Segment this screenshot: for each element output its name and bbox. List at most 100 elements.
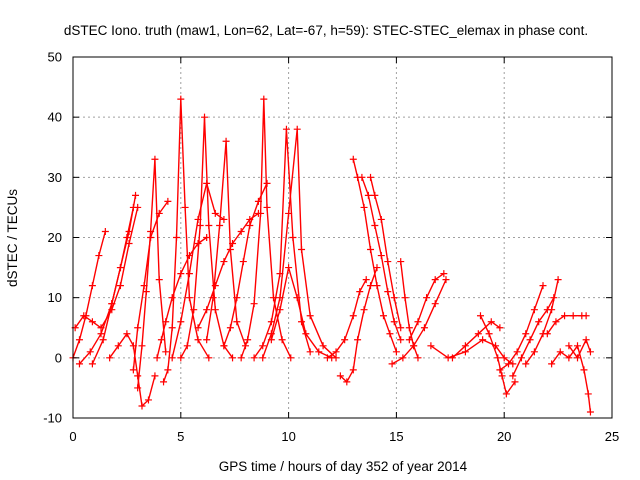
y-tick-label: 30 [48, 170, 62, 185]
data-point [302, 330, 310, 338]
chart-title: dSTEC Iono. truth (maw1, Lon=62, Lat=-67… [64, 23, 588, 38]
data-point [410, 342, 418, 350]
series-5 [106, 330, 159, 410]
series-line [326, 279, 367, 359]
data-point [260, 95, 268, 103]
data-point [168, 324, 176, 332]
series-line [156, 236, 208, 358]
data-point [97, 330, 105, 338]
series-line [262, 128, 337, 359]
data-point [574, 354, 582, 362]
data-point [138, 402, 146, 410]
data-point [399, 354, 407, 362]
data-point [229, 354, 237, 362]
data-point [293, 294, 301, 302]
data-point [548, 306, 556, 314]
series-line [430, 339, 514, 365]
data-point [485, 330, 493, 338]
data-point [388, 360, 396, 368]
data-point [177, 270, 185, 278]
data-point [211, 282, 219, 290]
data-point [75, 360, 83, 368]
y-tick-label: 0 [55, 350, 62, 365]
data-point [371, 221, 379, 229]
data-point [181, 203, 189, 211]
data-point [319, 342, 327, 350]
data-point [367, 246, 375, 254]
data-point [298, 246, 306, 254]
data-point [505, 360, 513, 368]
data-point [362, 276, 370, 284]
data-point [233, 294, 241, 302]
series-3 [75, 191, 140, 368]
series-line [197, 212, 259, 329]
x-tick-label: 25 [605, 429, 619, 444]
data-point [164, 366, 172, 374]
series-17 [259, 125, 340, 362]
data-point [401, 294, 409, 302]
data-point [250, 354, 258, 362]
data-point [289, 234, 297, 241]
data-point [431, 276, 439, 284]
data-point [276, 306, 284, 314]
data-point [517, 354, 525, 362]
data-point [168, 294, 176, 302]
data-point [285, 264, 293, 272]
data-point [341, 336, 349, 344]
data-point [526, 336, 534, 344]
data-point [509, 372, 517, 380]
data-point [211, 209, 219, 217]
data-point [498, 372, 506, 380]
data-point [108, 300, 116, 308]
series-line [72, 231, 106, 359]
data-point [99, 336, 107, 344]
data-point [494, 354, 502, 362]
data-point [332, 348, 340, 356]
data-point [267, 336, 275, 344]
series-4 [88, 203, 137, 368]
data-point [522, 360, 530, 368]
data-point [229, 240, 237, 248]
data-point [129, 203, 137, 211]
data-point [220, 342, 228, 350]
data-point [177, 318, 185, 326]
data-point [397, 336, 405, 344]
data-point [502, 390, 510, 398]
data-point [177, 354, 185, 362]
data-point [496, 366, 504, 374]
data-point [233, 318, 241, 326]
series-20 [336, 264, 381, 386]
data-point [306, 348, 314, 356]
data-point [86, 348, 94, 356]
data-point [88, 360, 96, 368]
data-point [561, 312, 569, 320]
data-point [114, 342, 122, 350]
data-point [162, 348, 170, 356]
data-point [138, 342, 146, 350]
data-point [373, 282, 381, 290]
data-point [556, 348, 564, 356]
data-point [216, 221, 224, 229]
series-line [499, 285, 544, 371]
data-point [336, 372, 344, 380]
data-point [580, 366, 588, 374]
data-point [440, 270, 448, 278]
data-point [360, 203, 368, 211]
y-tick-label: -10 [43, 411, 62, 426]
data-point [487, 318, 495, 326]
data-point [315, 348, 323, 356]
series-26 [405, 270, 448, 344]
x-tick-label: 10 [281, 429, 295, 444]
series-14 [220, 179, 271, 350]
data-point [142, 288, 150, 296]
series-line [512, 297, 555, 377]
series-31 [509, 294, 558, 380]
data-point [211, 306, 219, 314]
data-point [293, 125, 301, 133]
series-1 [69, 227, 109, 362]
data-point [129, 366, 137, 374]
series-line [369, 177, 402, 328]
data-point [461, 348, 469, 356]
data-point [349, 366, 357, 374]
series-line [206, 140, 247, 347]
